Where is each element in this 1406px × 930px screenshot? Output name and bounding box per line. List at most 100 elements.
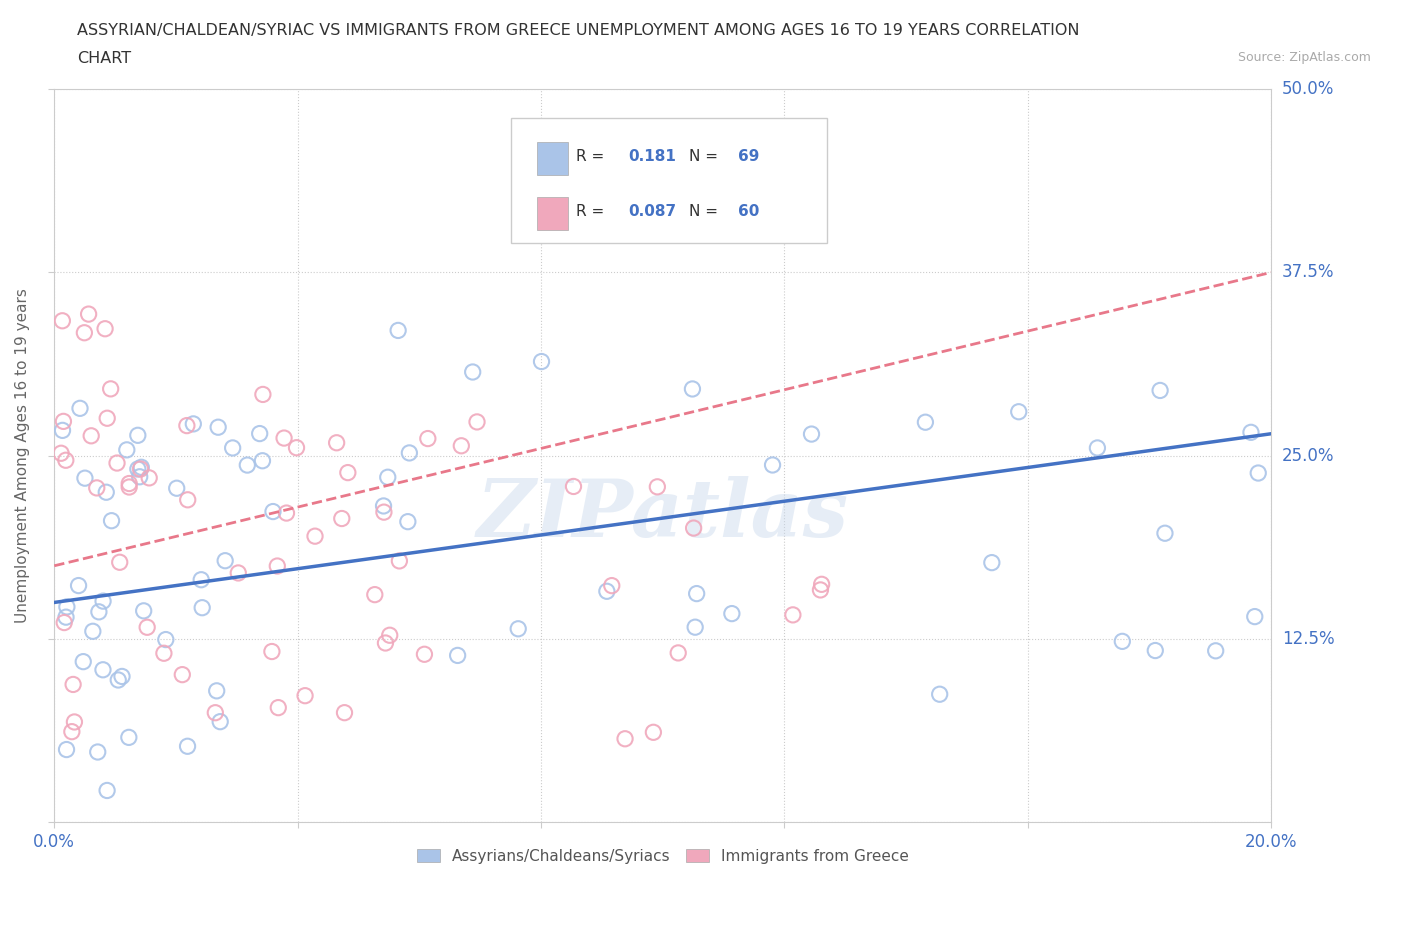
Point xyxy=(153,645,176,660)
Point xyxy=(204,705,226,720)
Point xyxy=(100,381,122,396)
Point xyxy=(446,648,468,663)
Point xyxy=(91,662,114,677)
Point xyxy=(643,724,665,739)
Point xyxy=(127,461,149,476)
Point xyxy=(177,492,200,507)
Text: R =: R = xyxy=(576,204,605,219)
Point xyxy=(465,415,488,430)
Point xyxy=(682,521,704,536)
Point xyxy=(388,553,411,568)
Point xyxy=(614,731,637,746)
Point xyxy=(249,426,271,441)
Point xyxy=(461,365,484,379)
Point xyxy=(155,632,177,647)
Point xyxy=(304,529,326,544)
Point xyxy=(236,458,259,472)
Point xyxy=(683,619,706,634)
Point xyxy=(56,600,79,615)
Point xyxy=(1149,383,1171,398)
Text: 50.0%: 50.0% xyxy=(1282,80,1334,98)
Text: N =: N = xyxy=(689,149,718,164)
Point xyxy=(73,326,96,340)
Point xyxy=(63,714,86,729)
Point xyxy=(77,307,100,322)
Point xyxy=(67,578,90,593)
Y-axis label: Unemployment Among Ages 16 to 19 years: Unemployment Among Ages 16 to 19 years xyxy=(15,288,30,623)
Text: ZIPatlas: ZIPatlas xyxy=(477,475,849,553)
Point xyxy=(131,459,153,474)
Point xyxy=(115,443,138,458)
Point xyxy=(333,705,356,720)
Point xyxy=(52,414,75,429)
Point xyxy=(810,582,832,597)
Text: 60: 60 xyxy=(738,204,759,219)
Point xyxy=(91,593,114,608)
Point xyxy=(562,479,585,494)
Point xyxy=(190,572,212,587)
Point xyxy=(1243,609,1265,624)
Point xyxy=(377,470,399,485)
Point xyxy=(1247,466,1270,481)
Text: R =: R = xyxy=(576,149,605,164)
Point xyxy=(72,654,94,669)
Point xyxy=(214,553,236,568)
Point xyxy=(373,498,395,513)
Point xyxy=(364,587,387,602)
Point xyxy=(60,724,83,739)
Point xyxy=(118,476,141,491)
FancyBboxPatch shape xyxy=(537,197,568,230)
Point xyxy=(294,688,316,703)
Point xyxy=(176,418,198,433)
Point xyxy=(276,506,298,521)
Point xyxy=(87,745,110,760)
Point xyxy=(191,600,214,615)
Point xyxy=(51,313,73,328)
Point xyxy=(1087,441,1109,456)
Point xyxy=(49,445,72,460)
Point xyxy=(96,485,118,499)
Point xyxy=(1240,425,1263,440)
Text: N =: N = xyxy=(689,204,718,219)
Point xyxy=(94,321,117,336)
Point xyxy=(107,672,129,687)
Text: 0.087: 0.087 xyxy=(628,204,676,219)
Point xyxy=(87,604,110,619)
Point xyxy=(1008,405,1031,419)
Point xyxy=(172,667,194,682)
Point xyxy=(373,505,395,520)
Point xyxy=(928,686,950,701)
Point xyxy=(285,440,308,455)
Point xyxy=(207,419,229,434)
Point xyxy=(267,700,290,715)
Point xyxy=(166,481,188,496)
Point xyxy=(1205,644,1227,658)
Point xyxy=(262,504,284,519)
Text: ASSYRIAN/CHALDEAN/SYRIAC VS IMMIGRANTS FROM GREECE UNEMPLOYMENT AMONG AGES 16 TO: ASSYRIAN/CHALDEAN/SYRIAC VS IMMIGRANTS F… xyxy=(77,23,1080,38)
Point xyxy=(810,577,832,591)
Point xyxy=(53,615,76,630)
Point xyxy=(530,354,553,369)
Point xyxy=(721,606,744,621)
Point xyxy=(129,461,152,476)
Point xyxy=(325,435,347,450)
Point xyxy=(209,714,232,729)
Point xyxy=(55,610,77,625)
Point xyxy=(221,441,243,456)
Point xyxy=(96,783,118,798)
Point xyxy=(108,555,131,570)
Point xyxy=(55,453,77,468)
Point xyxy=(260,644,283,659)
Point xyxy=(138,471,160,485)
Point xyxy=(105,456,128,471)
Point xyxy=(111,669,134,684)
Point xyxy=(330,512,353,526)
Text: 37.5%: 37.5% xyxy=(1282,263,1334,282)
Text: CHART: CHART xyxy=(77,51,131,66)
Text: Source: ZipAtlas.com: Source: ZipAtlas.com xyxy=(1237,51,1371,64)
Text: 69: 69 xyxy=(738,149,759,164)
Point xyxy=(396,514,419,529)
Point xyxy=(1154,525,1177,540)
Point xyxy=(96,411,118,426)
Point xyxy=(914,415,936,430)
